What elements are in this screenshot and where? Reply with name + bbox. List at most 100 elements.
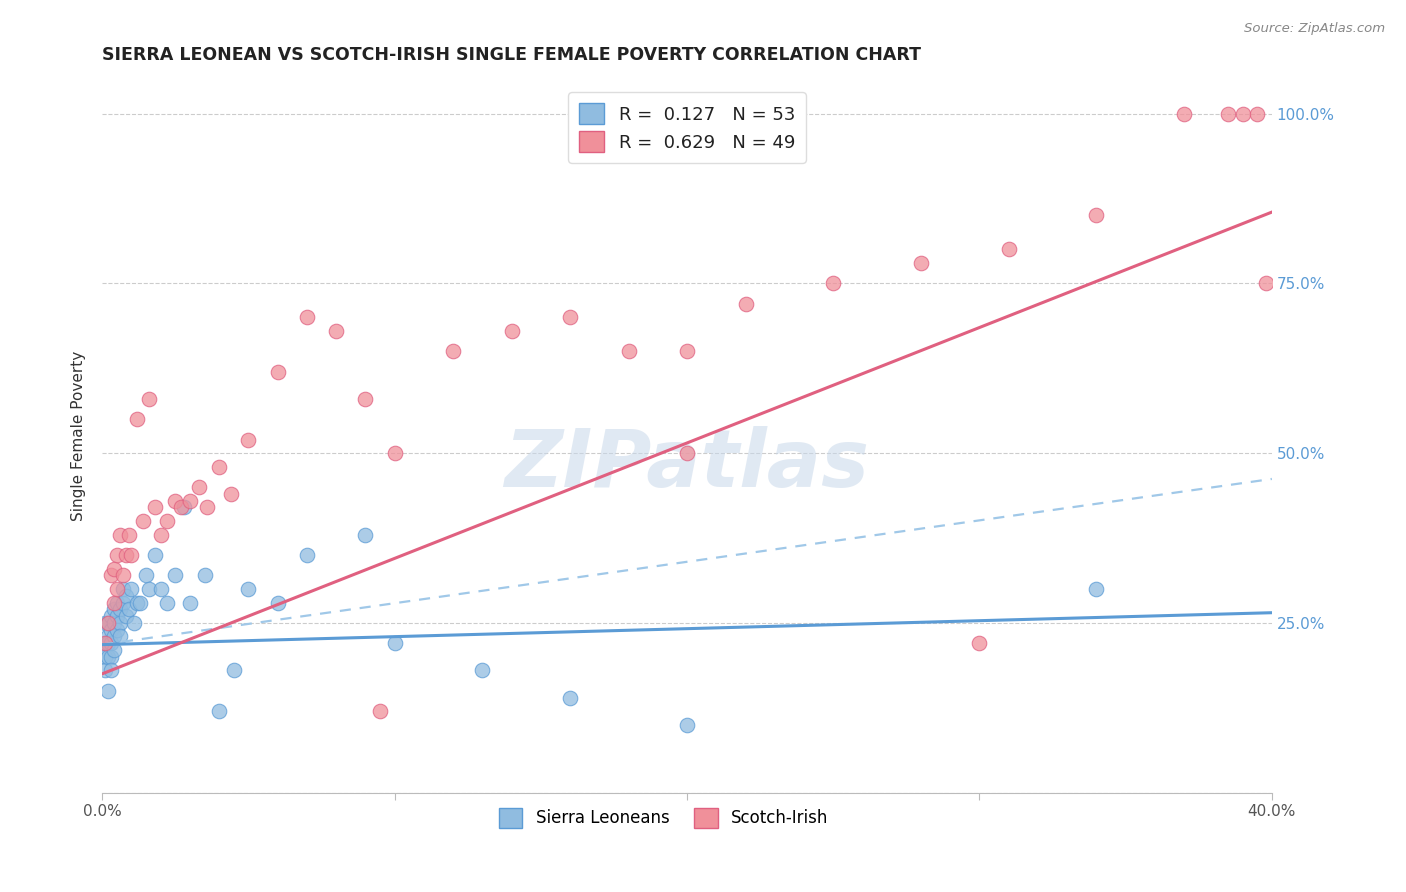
Point [238, 582, 260, 596]
Point [295, 310, 318, 325]
Point [187, 480, 209, 494]
Point [441, 344, 464, 359]
Point [501, 324, 523, 338]
Point [114, 609, 136, 624]
Point [1216, 106, 1239, 120]
Point [558, 310, 581, 325]
Point [1254, 277, 1277, 291]
Point [120, 582, 142, 596]
Point [114, 548, 136, 562]
Point [219, 487, 242, 501]
Point [384, 446, 406, 460]
Point [105, 623, 128, 637]
Point [173, 500, 195, 515]
Text: SIERRA LEONEAN VS SCOTCH-IRISH SINGLE FEMALE POVERTY CORRELATION CHART: SIERRA LEONEAN VS SCOTCH-IRISH SINGLE FE… [103, 46, 921, 64]
Point [149, 527, 172, 541]
Point [127, 412, 149, 426]
Point [138, 582, 160, 596]
Point [103, 561, 125, 575]
Point [97, 630, 120, 644]
Point [100, 636, 122, 650]
Point [117, 527, 139, 541]
Point [1173, 106, 1195, 120]
Point [471, 664, 494, 678]
Point [222, 664, 245, 678]
Point [94, 636, 117, 650]
Point [1085, 209, 1108, 223]
Point [108, 602, 131, 616]
Point [127, 595, 149, 609]
Point [100, 649, 122, 664]
Point [97, 615, 120, 630]
Point [155, 595, 177, 609]
Point [97, 649, 120, 664]
Point [266, 365, 288, 379]
Point [108, 615, 131, 630]
Point [103, 615, 125, 630]
Point [969, 636, 991, 650]
Point [97, 636, 120, 650]
Point [129, 595, 152, 609]
Point [103, 630, 125, 644]
Point [100, 568, 122, 582]
Point [676, 718, 699, 732]
Point [1232, 106, 1254, 120]
Point [997, 243, 1019, 257]
Point [676, 446, 699, 460]
Point [103, 643, 125, 657]
Point [111, 568, 134, 582]
Point [170, 500, 193, 515]
Point [238, 433, 260, 447]
Point [138, 392, 160, 406]
Point [105, 595, 128, 609]
Point [100, 609, 122, 624]
Point [105, 582, 128, 596]
Point [295, 548, 318, 562]
Point [1246, 106, 1268, 120]
Point [114, 589, 136, 603]
Point [111, 582, 134, 596]
Point [135, 568, 157, 582]
Point [97, 683, 120, 698]
Point [910, 256, 932, 270]
Point [120, 548, 142, 562]
Text: ZIPatlas: ZIPatlas [505, 425, 869, 504]
Point [558, 690, 581, 705]
Point [354, 392, 377, 406]
Point [354, 527, 377, 541]
Point [94, 664, 117, 678]
Point [676, 344, 699, 359]
Point [197, 500, 219, 515]
Point [179, 493, 201, 508]
Point [149, 582, 172, 596]
Point [117, 602, 139, 616]
Point [823, 277, 845, 291]
Point [103, 602, 125, 616]
Point [384, 636, 406, 650]
Point [100, 664, 122, 678]
Point [108, 527, 131, 541]
Point [179, 595, 201, 609]
Point [208, 459, 231, 474]
Point [143, 548, 166, 562]
Point [734, 297, 756, 311]
Point [193, 568, 215, 582]
Point [94, 615, 117, 630]
Point [1085, 582, 1108, 596]
Point [155, 514, 177, 528]
Point [94, 649, 117, 664]
Point [108, 630, 131, 644]
Point [105, 548, 128, 562]
Point [124, 615, 146, 630]
Point [132, 514, 155, 528]
Point [165, 568, 187, 582]
Point [100, 623, 122, 637]
Point [165, 493, 187, 508]
Point [368, 704, 391, 718]
Point [105, 609, 128, 624]
Point [325, 324, 347, 338]
Point [103, 595, 125, 609]
Point [111, 595, 134, 609]
Text: Source: ZipAtlas.com: Source: ZipAtlas.com [1244, 22, 1385, 36]
Point [617, 344, 640, 359]
